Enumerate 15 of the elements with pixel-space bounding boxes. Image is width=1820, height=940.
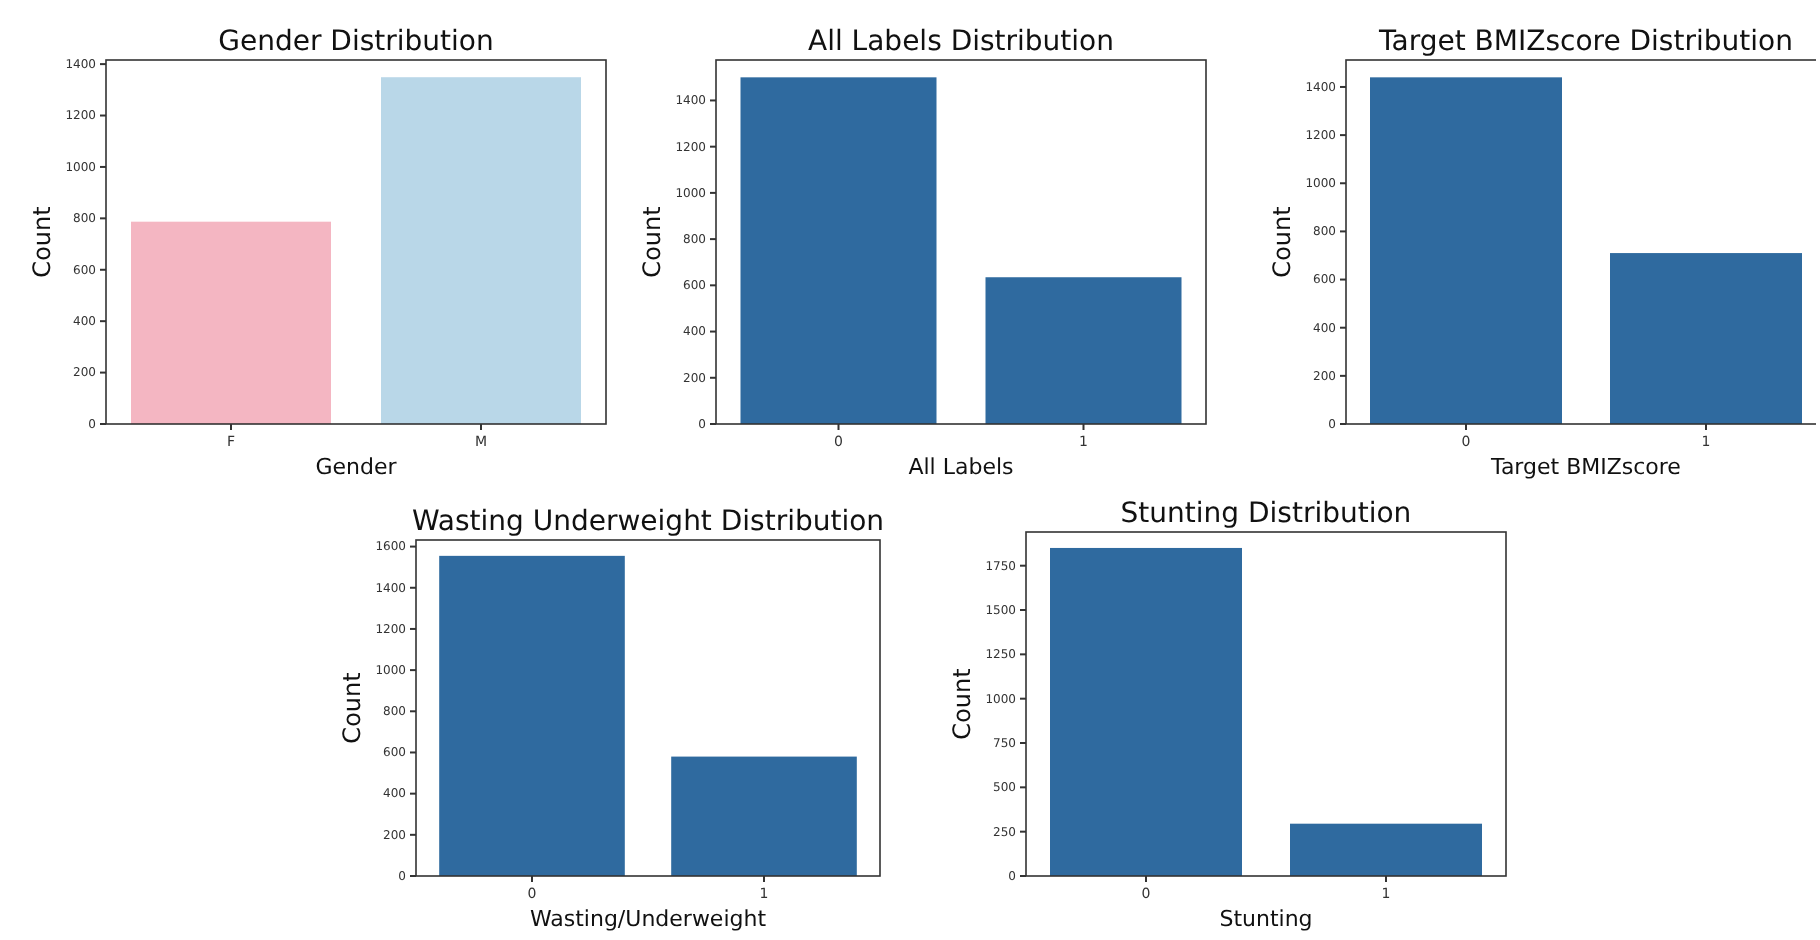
y-axis-title: Count	[28, 205, 56, 278]
chart-title: Gender Distribution	[218, 26, 494, 58]
y-axis-title: Count	[638, 205, 666, 278]
y-axis-title: Count	[338, 671, 366, 744]
y-axis-title: Count	[948, 667, 976, 740]
chart-title: Stunting Distribution	[1120, 498, 1412, 530]
x-axis-title: Gender	[315, 454, 398, 480]
x-axis-title: Wasting/Underweight	[529, 906, 768, 932]
y-axis-title: Count	[1268, 205, 1296, 278]
chart-title: Wasting Underweight Distribution	[411, 506, 885, 538]
x-axis-title: All Labels	[908, 454, 1015, 480]
x-axis-title: Stunting	[1219, 906, 1313, 932]
chart-title: All Labels Distribution	[808, 26, 1114, 58]
chart-title: Target BMIZscore Distribution	[1377, 26, 1793, 58]
x-axis-title: Target BMIZscore	[1489, 454, 1682, 480]
